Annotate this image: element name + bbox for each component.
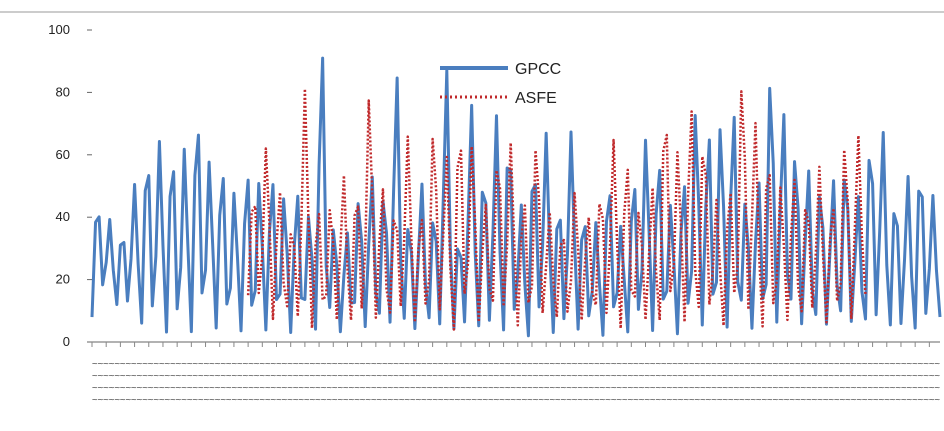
y-tick-label: 100 bbox=[48, 22, 70, 37]
series-line-asfe bbox=[246, 87, 867, 331]
x-tick-label-row: ~~~~~~~~~~~~~~~~~~~~~~~~~~~~~~~~~~~~~~~~… bbox=[92, 359, 940, 368]
y-tick-label: 80 bbox=[56, 84, 70, 99]
x-tick-label-row: ~~~~~~~~~~~~~~~~~~~~~~~~~~~~~~~~~~~~~~~~… bbox=[92, 383, 940, 392]
y-axis: 0 20 40 60 80 100 bbox=[48, 22, 92, 349]
y-tick-label: 40 bbox=[56, 209, 70, 224]
x-tick-label-row: ~~~~~~~~~~~~~~~~~~~~~~~~~~~~~~~~~~~~~~~~… bbox=[92, 371, 940, 380]
legend-label-asfe: ASFE bbox=[515, 90, 557, 107]
y-tick-label: 60 bbox=[56, 147, 70, 162]
series-layer bbox=[90, 56, 942, 338]
x-tick-label-row: ~~~~~~~~~~~~~~~~~~~~~~~~~~~~~~~~~~~~~~~~… bbox=[92, 395, 940, 404]
y-tick-label: 0 bbox=[63, 334, 70, 349]
legend: GPCC ASFE bbox=[440, 61, 561, 107]
x-axis: ~~~~~~~~~~~~~~~~~~~~~~~~~~~~~~~~~~~~~~~~… bbox=[91, 341, 940, 404]
legend-label-gpcc: GPCC bbox=[515, 61, 561, 78]
series-line-gpcc bbox=[90, 56, 942, 338]
y-tick-label: 20 bbox=[56, 272, 70, 287]
